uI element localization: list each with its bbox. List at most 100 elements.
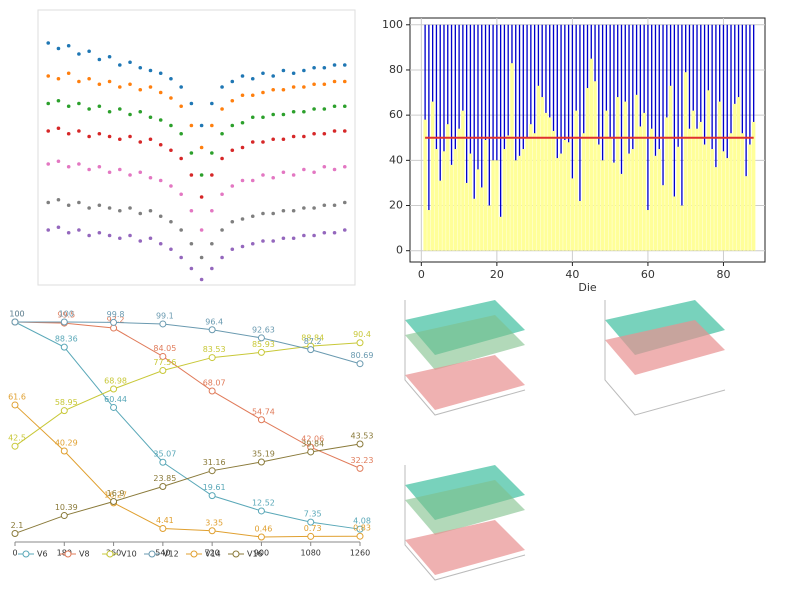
bar: [710, 149, 714, 251]
point: [77, 200, 81, 205]
point: [189, 101, 194, 106]
point: [107, 233, 112, 238]
data-label: 88.36: [55, 335, 78, 344]
point: [158, 214, 163, 219]
series-line: [14, 404, 361, 538]
point: [56, 76, 61, 81]
point: [281, 87, 286, 92]
data-label: 85.93: [252, 340, 275, 349]
point: [210, 173, 214, 177]
point: [66, 230, 71, 235]
point: [281, 170, 286, 175]
point: [208, 527, 216, 535]
point: [261, 71, 265, 76]
point: [97, 164, 102, 169]
surface: [605, 320, 725, 375]
point: [220, 107, 224, 111]
data-label: 87.2: [304, 337, 322, 346]
bar: [683, 72, 688, 251]
point: [342, 79, 347, 84]
bar: [589, 58, 593, 251]
point: [291, 236, 296, 241]
point: [342, 164, 347, 169]
bar: [627, 153, 631, 251]
bar: [657, 149, 661, 251]
point: [169, 96, 173, 100]
bar: [468, 153, 473, 251]
data-label: 32.23: [351, 456, 374, 465]
point: [148, 236, 153, 241]
point: [189, 208, 194, 213]
bar: [548, 117, 552, 251]
point: [66, 104, 71, 109]
point: [257, 348, 265, 356]
point: [138, 140, 143, 144]
bar: [668, 85, 673, 251]
point: [97, 104, 102, 109]
point: [189, 173, 194, 177]
point: [77, 162, 81, 166]
data-label: 3.35: [205, 518, 223, 527]
series-line: [14, 443, 361, 534]
point: [220, 131, 224, 136]
data-label: 0.83: [353, 524, 371, 533]
point: [332, 104, 337, 109]
bar: [566, 142, 571, 251]
point: [230, 123, 235, 128]
y-tick-label: 60: [389, 108, 403, 121]
point: [291, 71, 296, 76]
point: [46, 162, 51, 166]
point: [118, 208, 122, 213]
point: [240, 74, 245, 78]
point: [138, 109, 143, 114]
point: [87, 49, 91, 54]
point: [179, 192, 183, 197]
bar: [680, 205, 684, 251]
point: [261, 140, 265, 144]
bar: [495, 160, 499, 251]
point: [322, 82, 327, 87]
data-label: 35.07: [153, 450, 176, 459]
point: [159, 482, 167, 490]
plot-frame: [37, 9, 356, 286]
point: [118, 236, 122, 241]
point: [312, 82, 316, 87]
point: [250, 214, 255, 219]
bar: [574, 110, 578, 251]
legend-label: V12: [163, 550, 179, 559]
point: [189, 241, 194, 246]
bar: [631, 149, 635, 251]
point: [169, 219, 173, 224]
point: [291, 208, 296, 213]
point: [46, 74, 51, 78]
point: [66, 43, 71, 48]
point: [210, 123, 214, 128]
bar: [676, 146, 680, 251]
point: [271, 175, 275, 180]
point: [128, 173, 132, 177]
legend-label: V16: [247, 550, 263, 559]
point: [158, 90, 163, 95]
x-tick-label: 0: [12, 549, 17, 558]
point: [302, 233, 306, 238]
point: [87, 76, 91, 81]
bar: [442, 151, 446, 251]
data-label: 19.61: [203, 483, 226, 492]
point: [230, 148, 235, 153]
point: [179, 228, 183, 232]
bar: [744, 176, 748, 251]
point: [281, 68, 286, 73]
x-tick-label: 540: [155, 549, 170, 558]
series-line: [14, 321, 361, 530]
data-label: 4.41: [156, 516, 174, 525]
point: [138, 170, 143, 175]
point: [46, 228, 51, 232]
point: [250, 140, 255, 144]
point: [307, 346, 315, 354]
point: [199, 195, 204, 199]
point: [261, 239, 265, 243]
bar: [695, 128, 699, 251]
bar: [672, 196, 677, 251]
x-tick-label: 40: [565, 268, 579, 281]
bar: [642, 112, 646, 251]
